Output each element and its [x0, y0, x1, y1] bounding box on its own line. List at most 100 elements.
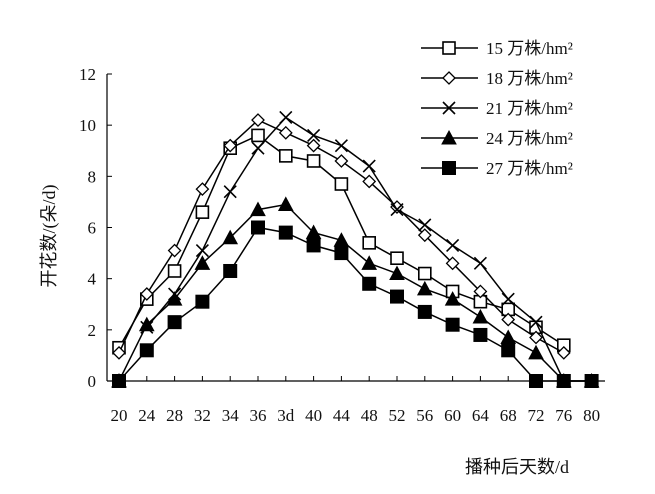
data-point — [442, 161, 456, 175]
data-point — [223, 263, 238, 278]
x-tick-label: 76 — [555, 406, 572, 425]
data-point — [251, 220, 265, 235]
series-line — [118, 226, 592, 382]
data-point — [334, 246, 349, 261]
data-point — [195, 294, 210, 309]
data-point — [223, 185, 237, 199]
data-point — [277, 196, 294, 211]
data-point — [166, 291, 183, 306]
data-point — [167, 264, 182, 278]
data-point — [139, 287, 154, 301]
y-tick-label: 8 — [88, 167, 97, 186]
data-point — [112, 345, 126, 360]
data-point — [529, 315, 543, 329]
x-tick-label: 56 — [416, 406, 433, 425]
data-point — [334, 177, 349, 191]
legend-label: 24 万株/hm² — [486, 129, 573, 148]
data-point — [167, 243, 182, 258]
data-point — [306, 154, 321, 168]
data-point — [334, 154, 349, 168]
x-tick-label: 72 — [528, 406, 545, 425]
data-point — [556, 345, 571, 360]
data-point — [362, 174, 377, 189]
data-point — [416, 280, 433, 296]
x-tick-label: 24 — [138, 406, 156, 425]
data-point — [528, 344, 544, 360]
y-axis-title: 开花数/(朵/d) — [39, 185, 60, 288]
data-point — [390, 251, 404, 265]
x-axis-title: 播种后天数/d — [465, 457, 569, 477]
data-point — [442, 71, 456, 85]
data-point — [501, 292, 515, 306]
data-point — [167, 315, 182, 330]
data-point — [441, 129, 457, 145]
x-tick-label: 44 — [333, 406, 351, 425]
data-point — [250, 201, 266, 217]
y-tick-label: 4 — [88, 270, 97, 289]
x-tick-label: 52 — [389, 406, 406, 425]
data-point — [417, 304, 432, 319]
data-point — [306, 238, 321, 253]
legend-label: 27 万株/hm² — [486, 159, 573, 178]
data-point — [418, 218, 432, 232]
data-point — [442, 101, 456, 115]
data-point — [222, 229, 239, 245]
x-tick-label: 20 — [111, 406, 128, 425]
legend: 15 万株/hm² 18 万株/hm² 21 万株/hm² 24 万株/hm² 27 万… — [421, 39, 573, 178]
series — [112, 113, 571, 360]
legend-item: 18 万株/hm² — [421, 69, 573, 88]
data-point — [473, 327, 488, 342]
x-tick-label: 34 — [222, 406, 240, 425]
legend-item: 15 万株/hm² — [421, 39, 573, 58]
data-point — [138, 316, 155, 332]
y-tick-label: 0 — [88, 372, 97, 391]
data-point — [584, 374, 599, 388]
data-point — [529, 374, 543, 388]
data-point — [307, 128, 321, 142]
series-line — [118, 203, 592, 382]
x-tick-label: 36 — [250, 406, 267, 425]
x-tick-label: 40 — [305, 406, 322, 425]
data-point — [472, 308, 489, 324]
x-tick-label: 28 — [166, 406, 183, 425]
data-point — [279, 110, 293, 125]
data-point — [112, 374, 126, 388]
data-point — [500, 329, 517, 345]
data-point — [417, 266, 432, 281]
series — [112, 220, 599, 388]
legend-label: 18 万株/hm² — [486, 69, 573, 88]
data-point — [195, 205, 210, 219]
data-point — [251, 141, 265, 155]
x-tick-label: 80 — [583, 406, 600, 425]
data-point — [362, 236, 377, 250]
y-tick-label: 10 — [79, 116, 96, 135]
data-point — [361, 255, 378, 270]
legend-item: 21 万株/hm² — [421, 99, 573, 118]
legend-label: 15 万株/hm² — [486, 39, 573, 58]
data-point — [334, 139, 348, 153]
data-point — [306, 138, 321, 153]
y-tick-label: 6 — [88, 219, 97, 238]
data-point — [333, 232, 350, 247]
y-tick-label: 12 — [79, 65, 96, 84]
data-point — [194, 255, 211, 270]
data-point — [223, 138, 238, 153]
y-tick-label: 2 — [88, 321, 97, 340]
data-point — [195, 243, 209, 258]
data-point — [442, 41, 456, 55]
data-point — [446, 238, 460, 252]
data-point — [251, 113, 265, 127]
legend-item: 27 万株/hm² — [421, 159, 573, 178]
data-point — [195, 182, 210, 197]
data-point — [445, 256, 460, 271]
data-point — [444, 291, 461, 306]
data-point — [529, 330, 543, 345]
data-point — [501, 343, 516, 358]
data-point — [473, 284, 488, 299]
x-tick-label: 48 — [361, 406, 378, 425]
data-point — [556, 374, 571, 388]
data-point — [362, 276, 377, 291]
data-point — [417, 228, 432, 243]
